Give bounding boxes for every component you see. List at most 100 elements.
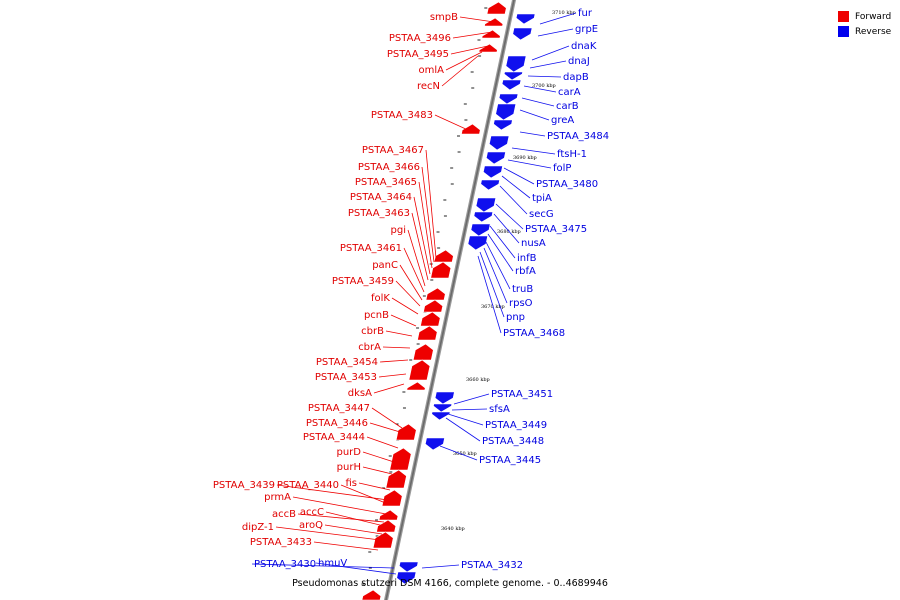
leader-line-forward (413, 196, 431, 275)
gene-label-reverse: PSTAA_3475 (525, 224, 587, 235)
gene-label-forward: PSTAA_3464 (350, 192, 412, 203)
forward-gene-block (408, 359, 431, 381)
scale-label: 3650 kbp (453, 451, 477, 457)
leader-line-forward (366, 436, 399, 449)
leader-line-reverse (315, 562, 397, 575)
leader-line-reverse (511, 147, 556, 155)
gene-label-forward: smpB (430, 12, 458, 23)
legend-label-reverse: Reverse (855, 26, 892, 37)
reverse-gene-block (501, 79, 522, 91)
scale-label: 3640 kbp (441, 526, 465, 532)
reverse-gene-block (498, 93, 519, 105)
leader-line-reverse (447, 413, 484, 426)
leader-line-forward (324, 524, 383, 535)
forward-gene-block (372, 531, 394, 549)
leader-line-forward (378, 373, 407, 378)
gene-label-forward: PSTAA_3467 (362, 145, 424, 156)
leader-line-reverse (531, 45, 570, 61)
gene-label-reverse: PSTAA_3432 (461, 560, 523, 571)
gene-label-reverse: rpsO (509, 298, 533, 309)
leader-line-reverse (493, 213, 520, 244)
leader-line-forward (313, 541, 379, 551)
gene-label-reverse: PSTAA_3480 (536, 179, 598, 190)
leader-line-forward (362, 466, 393, 475)
gene-label-reverse: grpE (575, 24, 598, 35)
legend-label-forward: Forward (855, 11, 892, 22)
gene-label-reverse: PSTAA_3449 (485, 420, 547, 431)
reverse-gene-block (485, 151, 506, 165)
forward-gene-block (385, 469, 407, 489)
leader-line-forward (434, 114, 469, 131)
leader-line-reverse (523, 85, 557, 93)
leader-line-forward (325, 511, 385, 527)
gene-label-forward: accB (272, 509, 296, 520)
gene-label-reverse: PSTAA_3451 (491, 389, 553, 400)
reverse-gene-block (493, 119, 513, 131)
scale-label: 3690 kbp (513, 155, 537, 161)
forward-gene-block (423, 299, 444, 313)
leader-line-forward (385, 330, 413, 337)
forward-gene-block (420, 311, 441, 327)
leader-line-reverse (485, 241, 511, 290)
leader-line-forward (371, 407, 403, 429)
reverse-gene-block (473, 211, 494, 223)
gene-label-reverse: secG (529, 209, 554, 220)
reverse-gene-block (398, 561, 419, 573)
gene-label-forward: omlA (419, 65, 445, 76)
leader-line-forward (362, 451, 395, 463)
gene-label-reverse: nusA (521, 238, 546, 249)
reverse-gene-block (467, 235, 489, 251)
forward-swatch (838, 11, 849, 22)
forward-gene-block (425, 287, 446, 301)
reverse-gene-block (475, 197, 497, 213)
leader-line-reverse (495, 203, 524, 230)
gene-label-forward: PSTAA_3466 (358, 162, 420, 173)
forward-gene-block (412, 343, 434, 361)
forward-gene-block (406, 381, 426, 391)
leader-line-reverse (503, 167, 535, 185)
leader-line-forward (391, 297, 419, 315)
reverse-gene-block (431, 411, 451, 421)
gene-label-reverse: tpiA (532, 193, 552, 204)
leader-line-reverse (445, 417, 481, 442)
leader-line-forward (276, 484, 389, 501)
forward-gene-block (389, 447, 412, 471)
leader-line-reverse (421, 564, 460, 569)
gene-label-forward: cbrB (361, 326, 384, 337)
gene-label-forward: PSTAA_3444 (303, 432, 365, 443)
gene-label-reverse: PSTAA_3448 (482, 436, 544, 447)
leader-line-forward (450, 45, 489, 55)
leader-line-forward (452, 31, 493, 39)
gene-label-forward: PSTAA_3446 (306, 418, 368, 429)
leader-line-forward (399, 264, 423, 301)
gene-label-forward: panC (372, 260, 398, 271)
leader-line-forward (459, 16, 495, 23)
gene-label-forward: pcnB (364, 310, 389, 321)
gene-label-reverse: dapB (563, 72, 589, 83)
leader-line-forward (425, 149, 437, 259)
leader-line-forward (373, 383, 405, 394)
leader-line-forward (445, 51, 483, 71)
leader-line-reverse (487, 233, 514, 272)
reverse-gene-block (424, 437, 445, 451)
gene-label-reverse: sfsA (489, 404, 510, 415)
leader-line-forward (390, 314, 417, 327)
legend: Forward Reverse (838, 9, 891, 39)
leader-line-forward (441, 55, 479, 87)
leader-line-reverse (453, 393, 490, 405)
gene-label-reverse: dnaK (571, 41, 597, 52)
gene-label-reverse: ftsH-1 (557, 149, 587, 160)
scale-label: 3680 kbp (497, 229, 521, 235)
leader-line-reverse (501, 175, 531, 199)
reverse-gene-block (488, 135, 510, 151)
forward-gene-block (378, 509, 399, 521)
gene-label-forward: PSTAA_3483 (371, 110, 433, 121)
gene-label-forward: PSTAA_3454 (316, 357, 378, 368)
gene-label-reverse: greA (551, 115, 574, 126)
leader-line-reverse (477, 255, 502, 334)
gene-label-forward: PSTAA_3447 (308, 403, 370, 414)
reverse-gene-block (433, 403, 453, 413)
leader-line-reverse (537, 28, 574, 37)
gene-label-forward: PSTAA_3465 (355, 177, 417, 188)
gene-label-reverse: carA (558, 87, 581, 98)
